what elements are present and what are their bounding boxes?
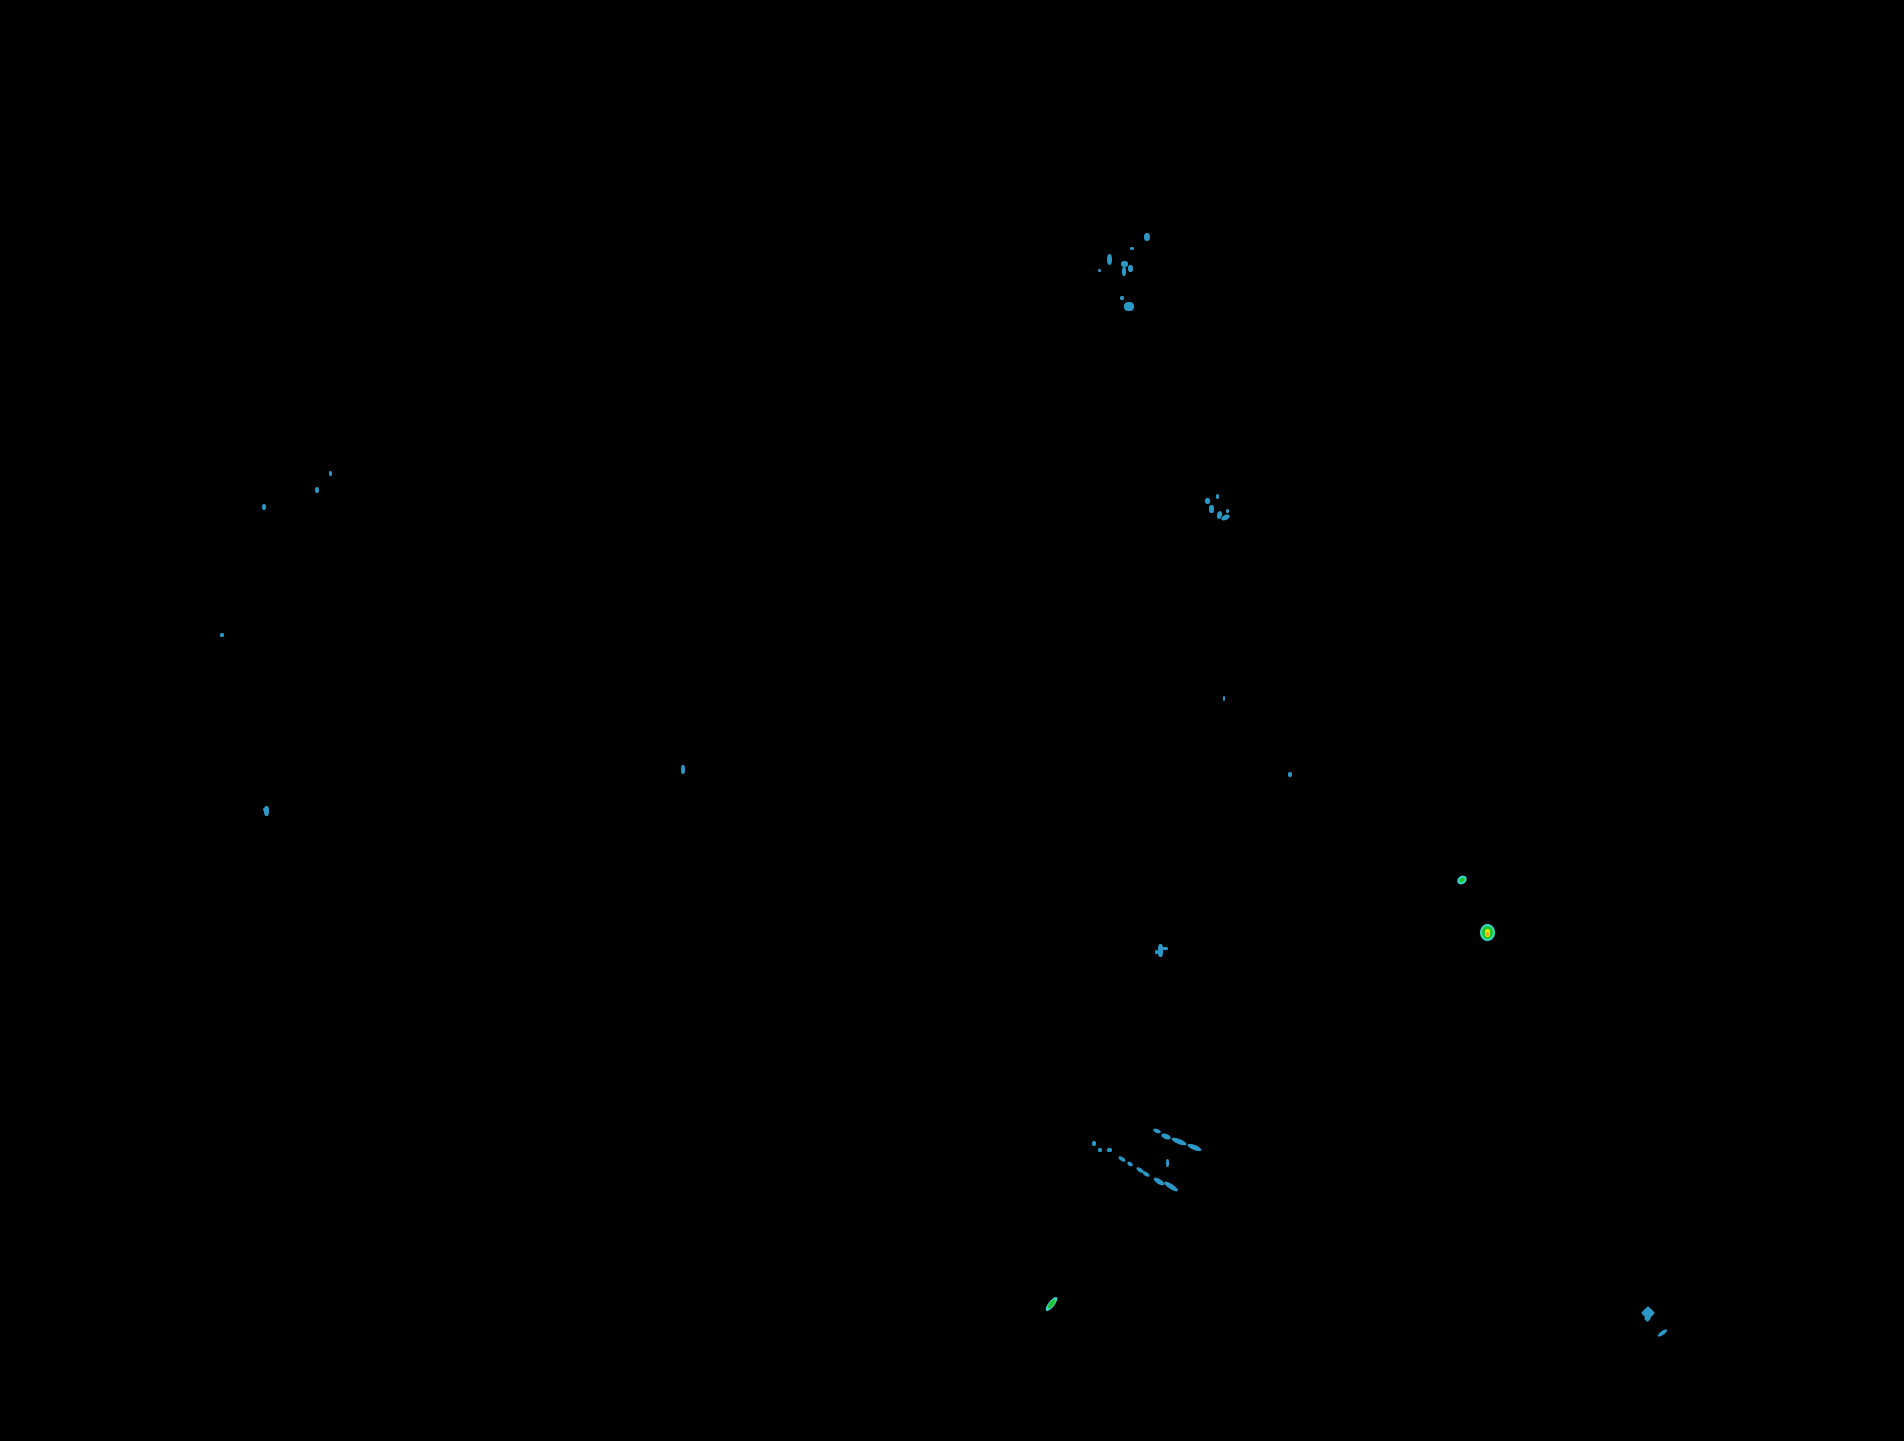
radar-echo: [1117, 1155, 1127, 1163]
radar-echo: [329, 471, 332, 476]
radar-echo: [1128, 265, 1133, 272]
radar-echo: [1186, 1142, 1203, 1153]
radar-echo: [1220, 513, 1231, 522]
radar-echo: [1122, 267, 1126, 276]
radar-echo: [1144, 233, 1150, 241]
radar-echo: [1160, 1132, 1172, 1141]
radar-echo: [1166, 1159, 1169, 1167]
radar-echo: [1107, 1148, 1112, 1152]
radar-echo: [681, 765, 685, 774]
radar-echo: [1223, 696, 1225, 701]
radar-echo: [1209, 505, 1214, 513]
radar-echo: [1141, 1170, 1151, 1178]
radar-echo: [264, 806, 269, 816]
radar-echo: [262, 504, 266, 510]
radar-echo: [1046, 1298, 1057, 1310]
radar-echo: [1640, 1305, 1656, 1321]
radar-echo: [1162, 947, 1168, 950]
radar-echo: [1482, 926, 1493, 939]
radar-echo: [1486, 932, 1489, 936]
radar-echo: [1170, 1136, 1188, 1147]
radar-echo: [1098, 269, 1101, 272]
radar-echo: [315, 487, 319, 493]
radar-echo: [1098, 1148, 1102, 1152]
radar-echo: [1135, 1166, 1145, 1174]
radar-echo: [1130, 247, 1134, 250]
radar-echo: [1158, 944, 1163, 957]
radar-echo: [263, 808, 266, 811]
radar-echo: [1107, 254, 1112, 265]
radar-echo: [1205, 498, 1210, 504]
radar-echo: [220, 633, 224, 637]
radar-echo: [1043, 1295, 1060, 1313]
radar-echo: [1152, 1176, 1166, 1187]
radar-echo: [1480, 924, 1495, 941]
radar-echo: [1092, 1141, 1096, 1146]
radar-echo: [1120, 296, 1124, 300]
radar-echo: [1216, 510, 1223, 520]
radar-echo: [1216, 494, 1219, 499]
radar-echo: [1124, 302, 1134, 311]
radar-echo: [1152, 1127, 1162, 1135]
radar-echo: [1121, 261, 1128, 267]
radar-echo: [1656, 1328, 1669, 1338]
radar-echo: [1162, 1180, 1180, 1193]
radar-echo: [1226, 509, 1229, 513]
radar-echo: [1288, 772, 1292, 777]
radar-echo: [1458, 876, 1466, 884]
radar-echo: [1643, 1314, 1652, 1323]
radar-echo: [1455, 873, 1469, 887]
radar-echo: [1155, 950, 1158, 954]
radar-echo: [1126, 1160, 1134, 1168]
radar-echo: [1485, 929, 1490, 937]
